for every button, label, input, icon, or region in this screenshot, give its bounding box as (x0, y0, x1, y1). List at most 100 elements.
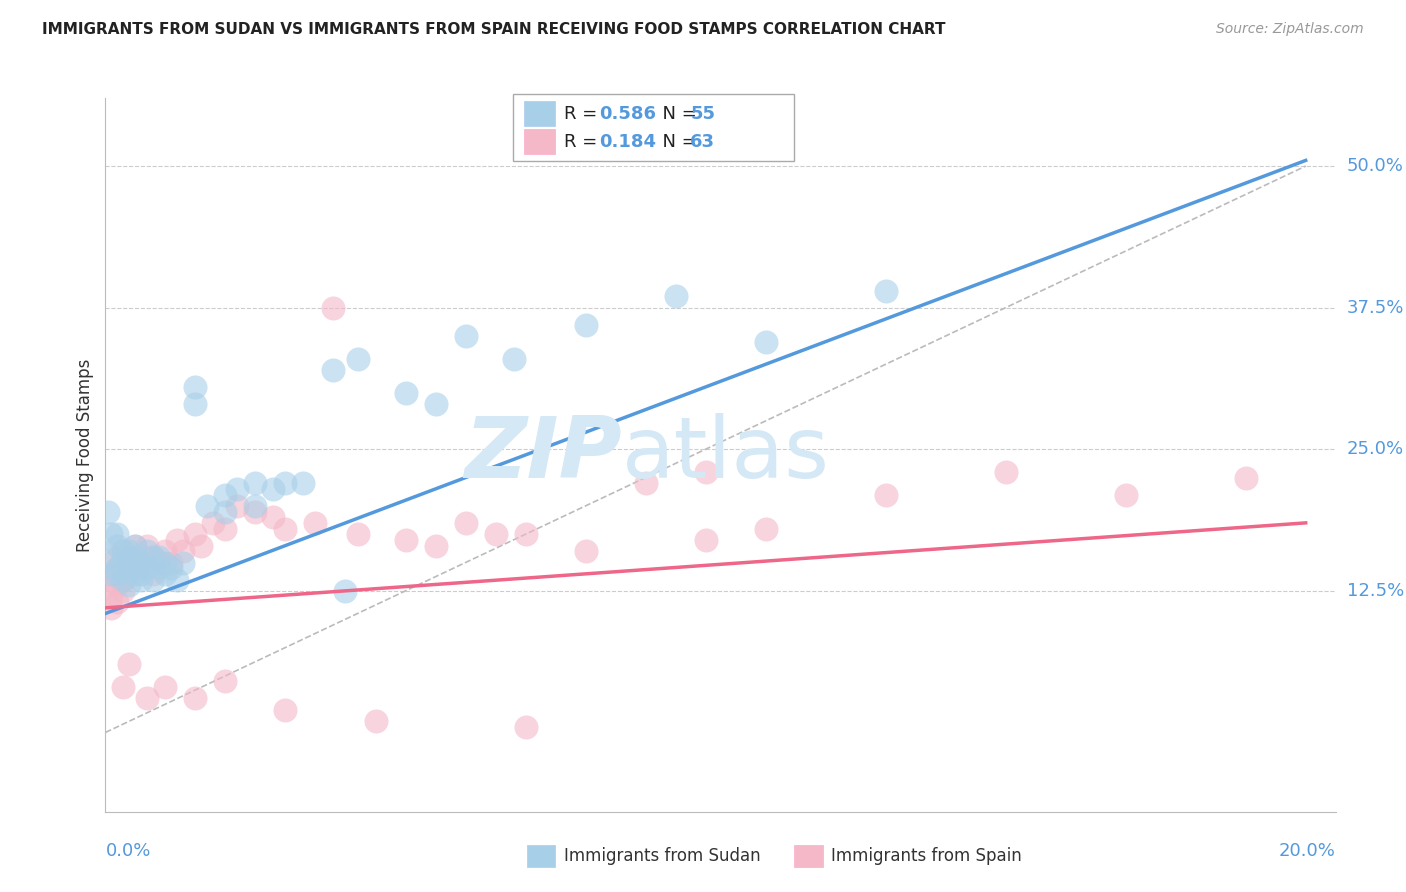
Point (214, 522, 236, 536)
Text: 20.0%: 20.0% (1279, 842, 1336, 860)
Text: 0.586: 0.586 (599, 104, 657, 123)
Point (107, 578, 129, 592)
Point (202, 516, 225, 530)
Point (155, 680, 177, 694)
Point (142, 549, 165, 564)
Point (994, 465, 1017, 479)
Point (184, 397, 207, 411)
Text: R =: R = (564, 104, 603, 123)
Point (197, 499, 219, 513)
Point (131, 556, 153, 570)
Point (112, 561, 135, 575)
Point (107, 549, 129, 564)
Point (136, 561, 159, 575)
Point (425, 539, 447, 553)
Text: atlas: atlas (621, 413, 830, 497)
Point (118, 556, 141, 570)
Point (172, 556, 194, 570)
Y-axis label: Receiving Food Stamps: Receiving Food Stamps (76, 359, 94, 551)
Point (502, 351, 524, 366)
Point (136, 691, 159, 706)
Text: N =: N = (651, 104, 703, 123)
Point (184, 691, 207, 706)
Point (634, 476, 657, 491)
Point (100, 527, 122, 541)
Point (118, 549, 141, 564)
Text: 0.184: 0.184 (599, 133, 657, 151)
Point (292, 476, 315, 491)
Point (695, 465, 717, 479)
Point (515, 527, 537, 541)
Text: Immigrants from Spain: Immigrants from Spain (831, 847, 1022, 865)
Point (97, 578, 120, 592)
Point (118, 578, 141, 592)
Point (107, 566, 129, 581)
Point (124, 549, 146, 564)
Point (214, 674, 236, 689)
Point (148, 561, 170, 575)
Point (304, 516, 326, 530)
Point (131, 566, 153, 581)
Point (136, 539, 159, 553)
Point (184, 380, 207, 394)
Point (155, 544, 177, 558)
Point (107, 561, 129, 575)
Point (124, 561, 146, 575)
Text: Immigrants from Sudan: Immigrants from Sudan (564, 847, 761, 865)
Point (160, 561, 183, 575)
Point (346, 351, 368, 366)
Point (322, 301, 344, 315)
Point (574, 318, 596, 332)
Point (142, 566, 165, 581)
Point (263, 510, 285, 524)
Point (124, 539, 146, 553)
Point (214, 487, 236, 501)
Point (97, 504, 120, 518)
Point (155, 556, 177, 570)
Point (118, 556, 141, 570)
Point (131, 561, 153, 575)
Point (454, 516, 477, 530)
Point (155, 566, 177, 581)
Point (118, 544, 141, 558)
Point (515, 720, 537, 734)
Point (214, 504, 236, 518)
Point (364, 714, 387, 728)
Point (142, 549, 165, 564)
Text: 63: 63 (690, 133, 716, 151)
Text: 37.5%: 37.5% (1347, 299, 1405, 317)
Point (394, 533, 416, 547)
Point (124, 549, 146, 564)
Point (755, 334, 778, 349)
Point (172, 544, 194, 558)
Point (454, 329, 477, 343)
Point (118, 657, 141, 672)
Point (100, 566, 122, 581)
Point (322, 363, 344, 377)
Point (574, 544, 596, 558)
Point (148, 556, 170, 570)
Point (136, 544, 159, 558)
Text: IMMIGRANTS FROM SUDAN VS IMMIGRANTS FROM SPAIN RECEIVING FOOD STAMPS CORRELATION: IMMIGRANTS FROM SUDAN VS IMMIGRANTS FROM… (42, 22, 946, 37)
Text: ZIP: ZIP (464, 413, 621, 497)
Point (112, 573, 135, 587)
Point (1234, 470, 1257, 484)
Point (112, 544, 135, 558)
Point (124, 561, 146, 575)
Point (425, 397, 447, 411)
Point (100, 566, 122, 581)
Point (107, 539, 129, 553)
Point (131, 573, 153, 587)
Point (695, 533, 717, 547)
Point (274, 476, 297, 491)
Point (131, 549, 153, 564)
Point (875, 487, 897, 501)
Point (245, 504, 267, 518)
Point (112, 544, 135, 558)
Point (124, 566, 146, 581)
Point (112, 549, 135, 564)
Text: 55: 55 (690, 104, 716, 123)
Text: Source: ZipAtlas.com: Source: ZipAtlas.com (1216, 22, 1364, 37)
Point (263, 482, 285, 496)
Point (245, 499, 267, 513)
